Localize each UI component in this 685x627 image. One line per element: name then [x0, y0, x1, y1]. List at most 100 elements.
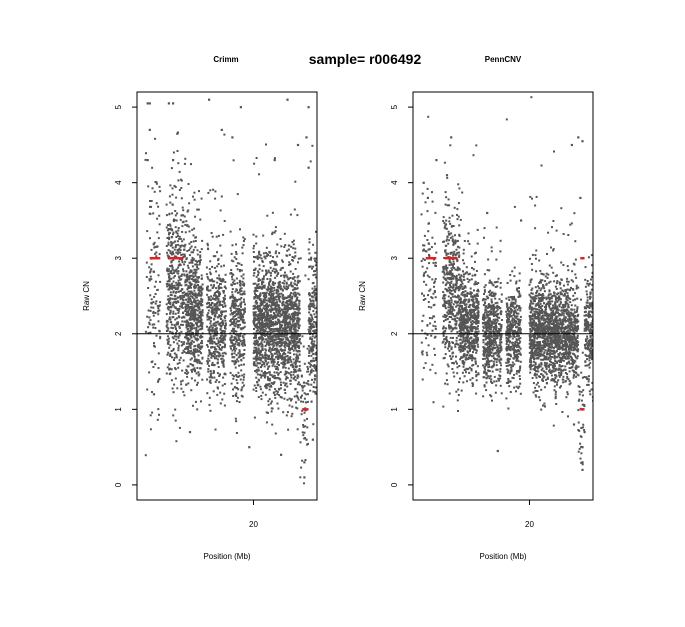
data-point: [294, 280, 296, 282]
data-point: [312, 296, 314, 298]
data-point: [445, 353, 447, 355]
data-point: [240, 306, 242, 308]
data-point: [314, 375, 316, 377]
data-point: [271, 233, 273, 235]
data-point: [220, 328, 222, 330]
data-point: [193, 276, 195, 278]
data-point: [189, 344, 191, 346]
data-point: [314, 293, 316, 295]
data-point: [280, 310, 282, 312]
data-point: [295, 308, 297, 310]
data-point: [458, 365, 460, 367]
data-point: [199, 300, 201, 302]
data-point: [448, 304, 450, 306]
data-point: [433, 262, 435, 264]
data-point: [427, 188, 429, 190]
data-point: [260, 254, 262, 256]
data-point: [431, 191, 433, 193]
data-point: [197, 279, 199, 281]
data-point: [209, 272, 211, 274]
data-point: [220, 402, 222, 404]
data-point: [234, 343, 236, 345]
data-point: [242, 309, 244, 311]
data-point: [289, 398, 291, 400]
data-point: [471, 382, 473, 384]
y-tick-label: 2: [114, 331, 123, 336]
data-point: [290, 383, 292, 385]
data-point: [235, 361, 237, 363]
data-point: [282, 411, 284, 413]
data-point: [218, 355, 220, 357]
data-point: [435, 262, 437, 264]
data-point: [294, 248, 296, 250]
data-point: [477, 344, 479, 346]
data-point: [301, 413, 303, 415]
data-point: [302, 401, 304, 403]
data-point: [230, 231, 232, 233]
data-point: [442, 406, 444, 408]
data-point: [211, 313, 213, 315]
data-point: [450, 313, 452, 315]
data-point: [447, 236, 449, 238]
data-point: [286, 255, 288, 257]
data-point: [206, 379, 208, 381]
data-point: [186, 324, 188, 326]
data-point: [238, 326, 240, 328]
data-point: [240, 359, 242, 361]
data-point: [475, 352, 477, 354]
data-point: [266, 364, 268, 366]
data-point: [288, 340, 290, 342]
data-point: [472, 317, 474, 319]
data-point: [212, 280, 214, 282]
data-point: [213, 285, 215, 287]
data-point: [313, 306, 315, 308]
data-point: [150, 306, 152, 308]
data-point: [428, 344, 430, 346]
data-point: [259, 314, 261, 316]
data-point: [308, 345, 310, 347]
data-point: [152, 327, 154, 329]
data-point: [215, 355, 217, 357]
x-tick-label: 20: [249, 520, 258, 529]
data-point: [442, 297, 444, 299]
data-point: [222, 234, 224, 236]
data-point: [263, 357, 265, 359]
data-point: [224, 405, 226, 407]
data-point: [310, 370, 312, 372]
data-point: [256, 381, 258, 383]
data-point: [241, 374, 243, 376]
data-point: [201, 311, 203, 313]
data-point: [255, 347, 257, 349]
data-point: [286, 383, 288, 385]
data-point: [177, 273, 179, 275]
data-point: [308, 352, 310, 354]
data-point: [428, 301, 430, 303]
data-point: [295, 330, 297, 332]
data-point: [306, 418, 308, 420]
data-point: [206, 294, 208, 296]
data-point: [280, 384, 282, 386]
data-point: [169, 355, 171, 357]
data-point: [152, 301, 154, 303]
data-point: [296, 306, 298, 308]
data-point: [181, 225, 183, 227]
x-axis-label: Position (Mb): [203, 552, 250, 561]
data-point: [293, 371, 295, 373]
data-point: [302, 386, 304, 388]
data-point: [172, 313, 174, 315]
data-point: [192, 257, 194, 259]
data-point: [288, 284, 290, 286]
data-point: [196, 209, 198, 211]
data-point: [281, 302, 283, 304]
data-point: [179, 263, 181, 265]
data-point: [478, 373, 480, 375]
data-point: [311, 379, 313, 381]
data-point: [200, 352, 202, 354]
data-point: [221, 330, 223, 332]
data-point: [308, 278, 310, 280]
data-point: [277, 403, 279, 405]
data-point: [458, 202, 460, 204]
data-point: [179, 359, 181, 361]
data-point: [276, 299, 278, 301]
data-point: [166, 252, 168, 254]
